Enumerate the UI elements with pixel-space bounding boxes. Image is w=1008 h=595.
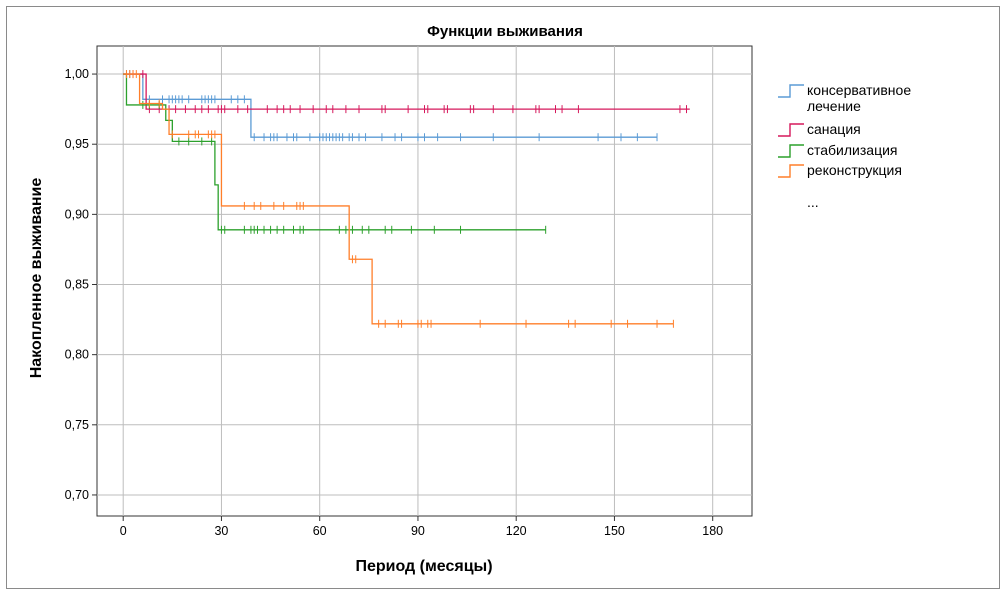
legend-item-4: реконструкция xyxy=(778,162,902,178)
legend-label: стабилизация xyxy=(807,142,898,158)
legend-swatch xyxy=(778,144,804,158)
y-tick-label: 0,75 xyxy=(65,418,89,432)
y-tick-label: 0,80 xyxy=(65,348,89,362)
legend-label: консервативное xyxy=(807,82,911,98)
x-tick-label: 120 xyxy=(506,524,527,538)
x-tick-label: 180 xyxy=(702,524,723,538)
x-tick-label: 90 xyxy=(411,524,425,538)
legend-swatch xyxy=(778,164,804,178)
x-tick-label: 60 xyxy=(313,524,327,538)
y-tick-label: 0,90 xyxy=(65,207,89,221)
legend-more: ... xyxy=(807,194,819,210)
legend-swatch xyxy=(778,123,804,137)
legend-label-cont: лечение xyxy=(807,98,861,114)
x-tick-label: 0 xyxy=(120,524,127,538)
series-layer xyxy=(123,70,690,328)
plot-area xyxy=(96,45,753,517)
x-tick-label: 30 xyxy=(214,524,228,538)
x-axis-title: Период (месяцы) xyxy=(355,558,492,575)
axis-ticks: 0 30 60 90 120 150 180 1,00 0,95 0,90 0,85 0,80 0,75… xyxy=(65,67,724,538)
chart-title: Функции выживания xyxy=(427,23,583,40)
y-tick-label: 0,85 xyxy=(65,278,89,292)
y-tick-label: 0,95 xyxy=(65,137,89,151)
x-tick-label: 150 xyxy=(604,524,625,538)
legend-swatch xyxy=(778,84,804,98)
y-tick-label: 0,70 xyxy=(65,488,89,502)
series-4 xyxy=(123,70,674,328)
series-line xyxy=(123,73,674,325)
y-tick-label: 1,00 xyxy=(65,67,89,81)
legend-item-3: стабилизация xyxy=(778,142,898,158)
y-axis-title: Накопленное выживание xyxy=(28,178,45,379)
legend-label: санация xyxy=(807,121,861,137)
legend-item-2: санация xyxy=(778,121,861,137)
legend-label: реконструкция xyxy=(807,162,902,178)
grid-lines xyxy=(97,46,752,516)
